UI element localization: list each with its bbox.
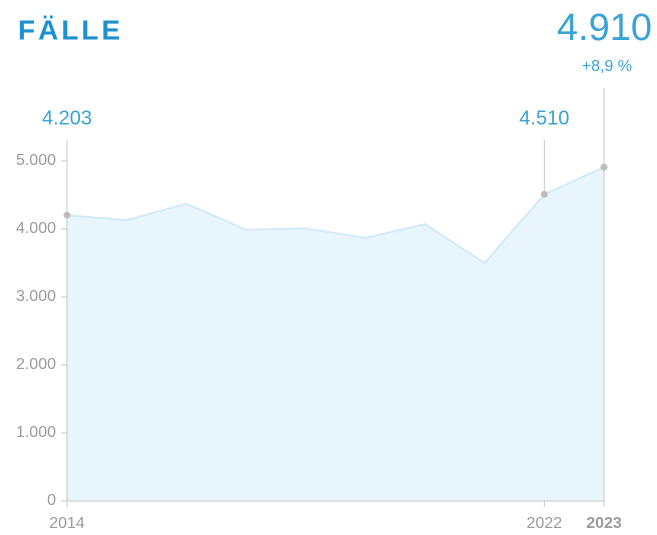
chart-title: FÄLLE xyxy=(18,14,123,45)
y-tick-label: 0 xyxy=(47,492,56,509)
x-tick-label: 2022 xyxy=(527,515,563,532)
y-tick-label: 2.000 xyxy=(16,356,56,373)
point xyxy=(540,190,548,198)
point xyxy=(600,163,608,171)
y-tick-label: 4.000 xyxy=(16,220,56,237)
x-tick-label: 2014 xyxy=(49,515,85,532)
line xyxy=(66,166,605,265)
y-tick-label: 5.000 xyxy=(16,152,56,169)
value-label: 4.203 xyxy=(42,107,92,129)
y-tick-label: 1.000 xyxy=(16,424,56,441)
point xyxy=(63,211,71,219)
area xyxy=(67,167,604,501)
change-label: +8,9 % xyxy=(582,58,632,75)
value-label: 4.510 xyxy=(519,107,569,129)
y-tick-label: 3.000 xyxy=(16,288,56,305)
headline-value: 4.910 xyxy=(557,7,652,49)
x-tick-label: 2023 xyxy=(586,515,622,532)
